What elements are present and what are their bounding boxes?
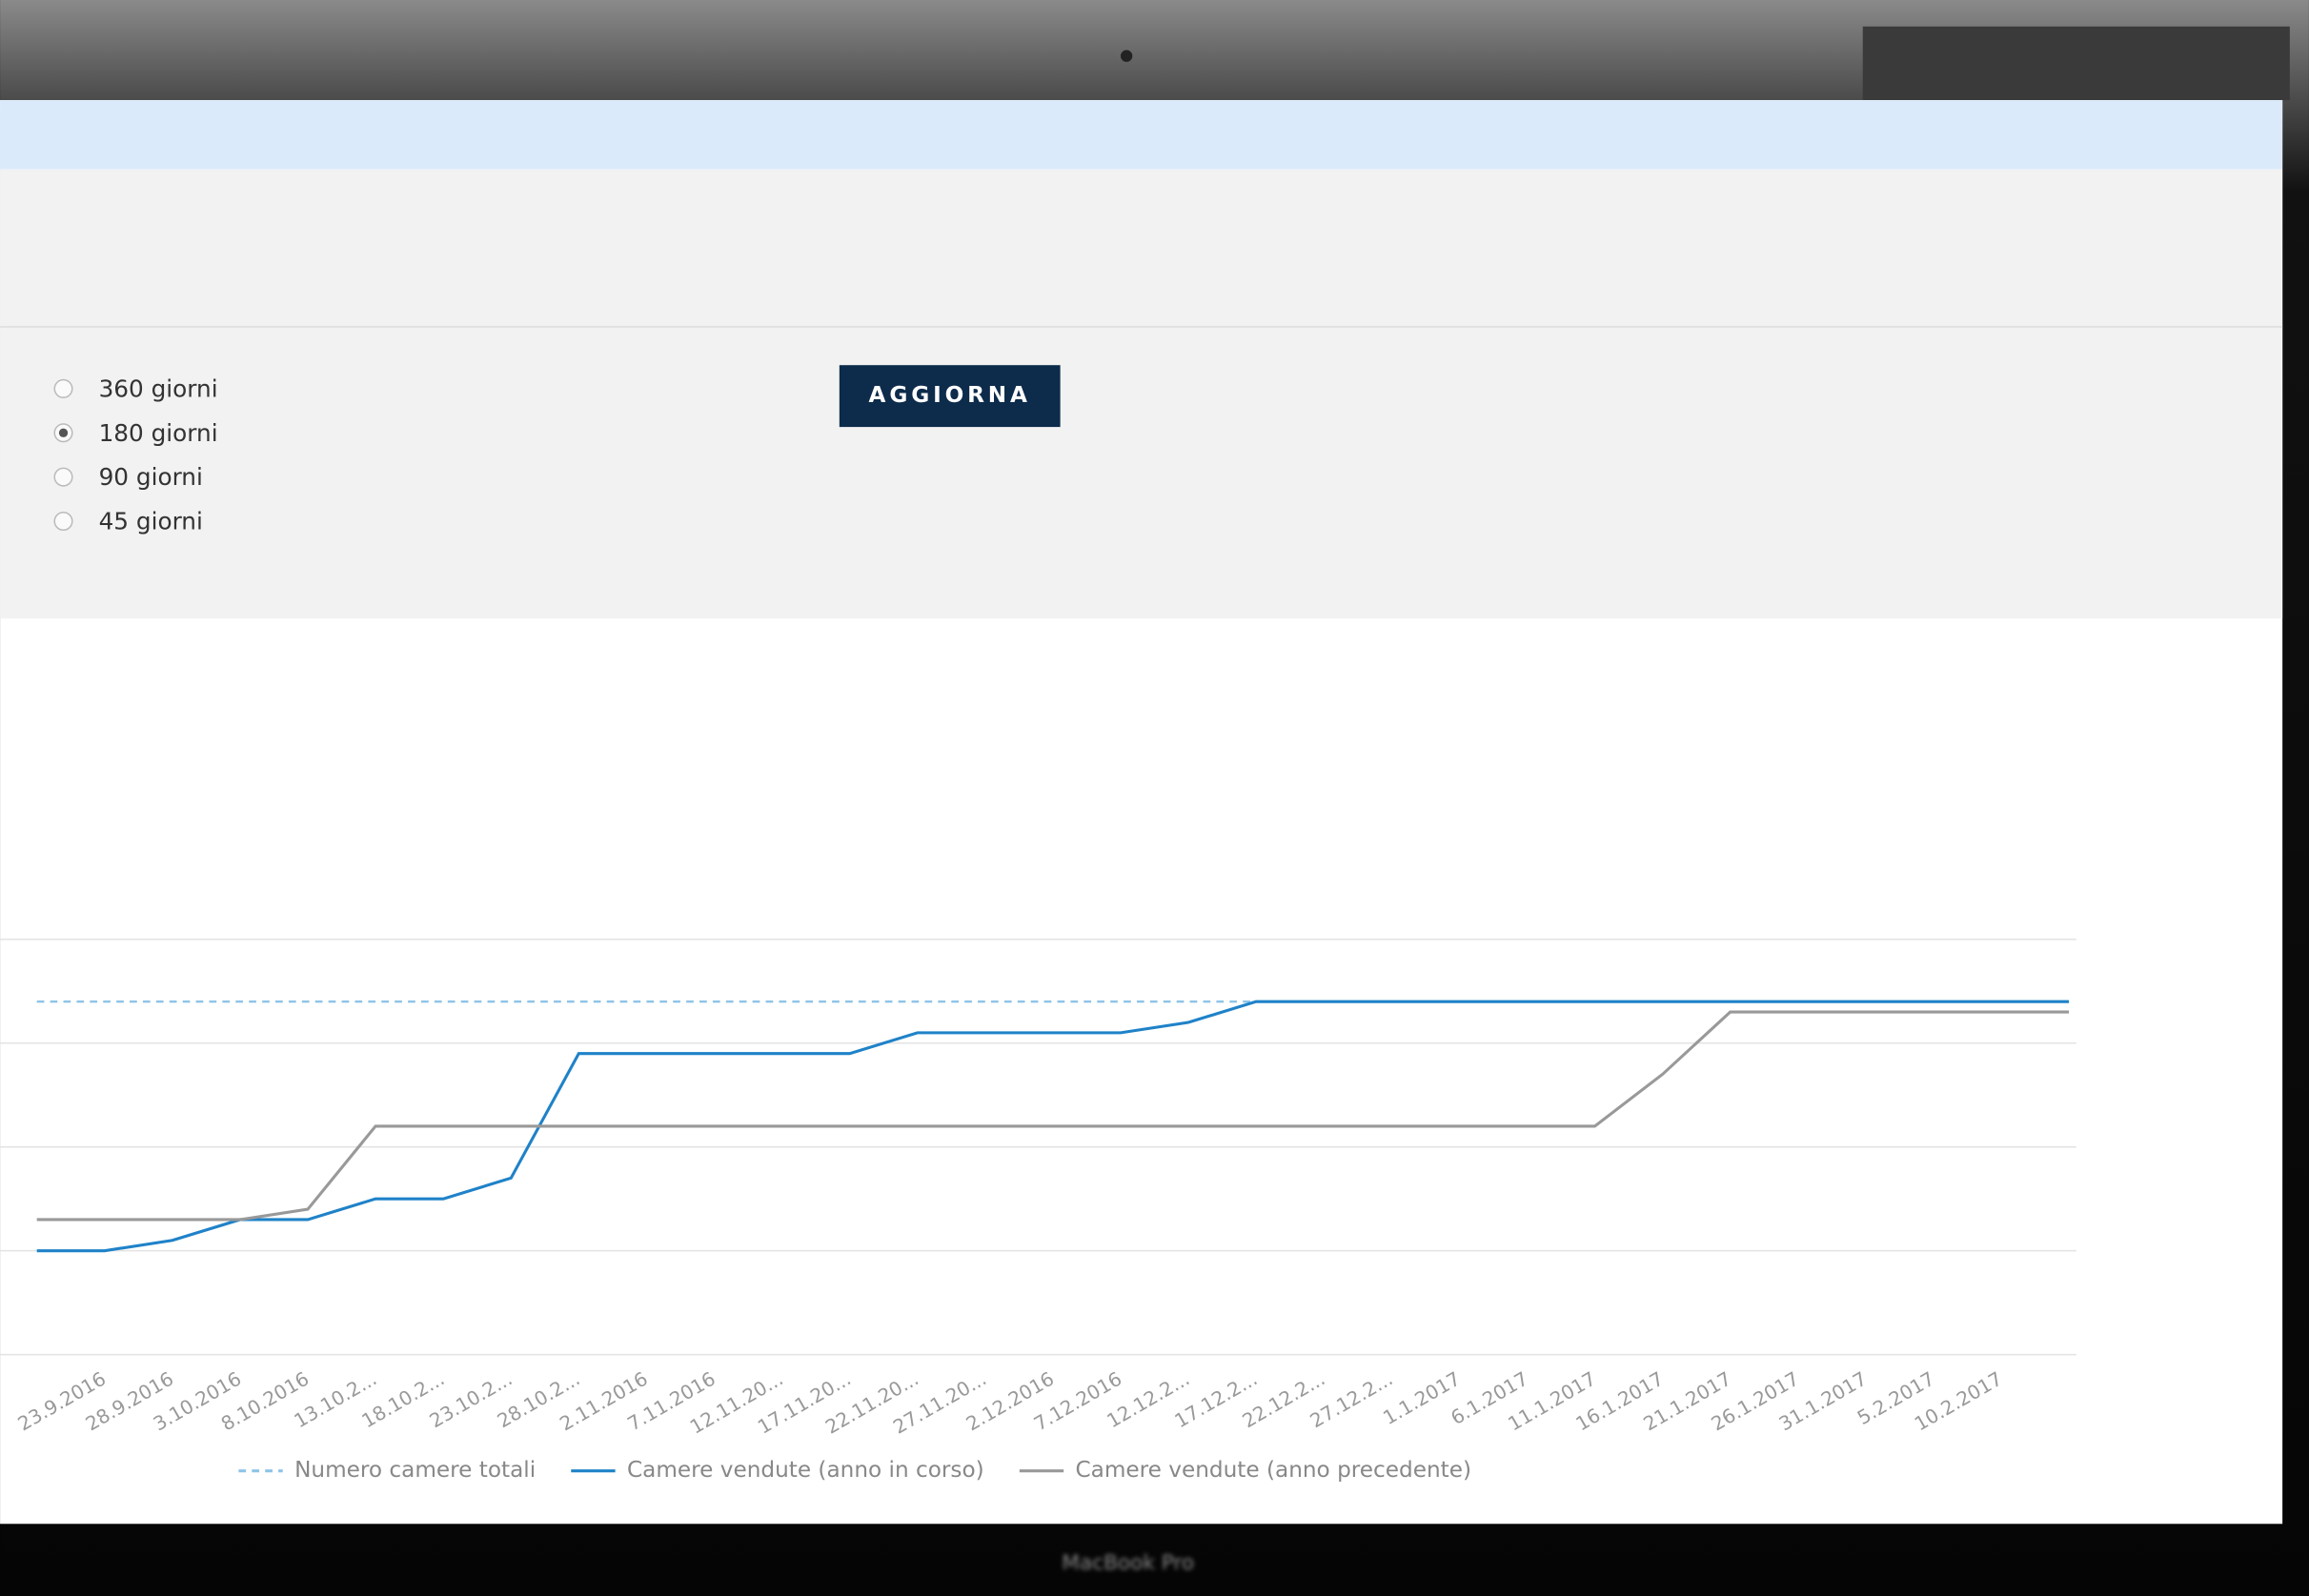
radio-label[interactable]: 45 giorni (99, 508, 203, 535)
screenshot: 360 giorni 180 giorni 90 giorni 45 giorni A… (0, 0, 2309, 1596)
radio-label[interactable]: 180 giorni (99, 419, 218, 447)
radio[interactable] (54, 513, 72, 531)
bezel-reflection (1863, 27, 2290, 100)
device-label: MacBook Pro (1062, 1551, 1194, 1575)
radio-dot[interactable] (59, 429, 68, 437)
legend-label: Camere vendute (anno in corso) (627, 1457, 984, 1483)
radio-label[interactable]: 360 giorni (99, 374, 218, 402)
radio-label[interactable]: 90 giorni (99, 463, 203, 491)
button-label[interactable]: AGGIORNA (869, 382, 1031, 408)
filter-panel (0, 170, 2282, 618)
legend-label: Camere vendute (anno precedente) (1076, 1457, 1472, 1483)
page: 360 giorni 180 giorni 90 giorni 45 giorni A… (0, 0, 2309, 1596)
top-bar (0, 100, 2282, 170)
radio[interactable] (54, 468, 72, 486)
camera (1121, 51, 1132, 62)
radio[interactable] (54, 380, 72, 398)
legend-label: Numero camere totali (294, 1457, 536, 1483)
